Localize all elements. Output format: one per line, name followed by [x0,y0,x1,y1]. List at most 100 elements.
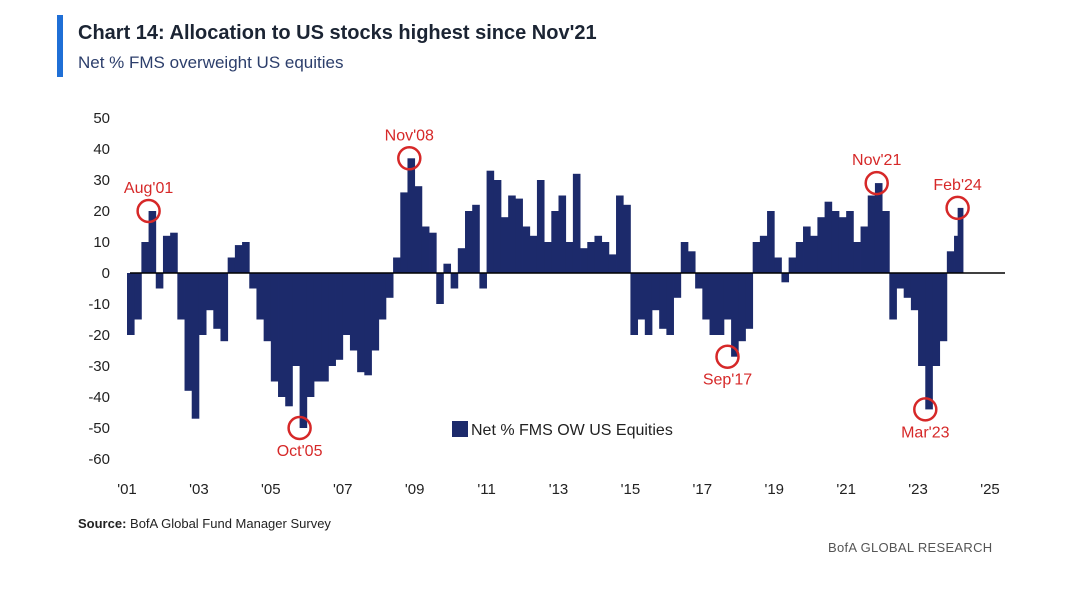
y-tick-label: 50 [93,110,110,127]
y-tick-label: -20 [88,327,110,344]
bar [932,273,941,366]
brand-label: BofA GLOBAL RESEARCH [828,540,993,555]
bar [651,273,660,311]
bar [853,242,861,273]
bar [162,235,171,273]
bar [191,273,200,419]
bar [321,273,329,382]
bar [270,273,279,382]
annotation-circle [136,198,161,224]
bar [242,242,250,273]
annotation-label: Nov'08 [385,127,434,144]
bar [141,242,149,273]
chart-subtitle: Net % FMS overweight US equities [78,53,344,72]
x-tick-label: '11 [477,481,495,498]
bar [623,204,631,273]
bar [342,273,351,335]
bar [817,217,825,273]
source-note: Source: BofA Global Fund Manager Survey [78,516,331,531]
bar [608,254,617,273]
bar [328,273,336,366]
bar [306,273,315,397]
bar [127,273,135,335]
bar [957,207,964,273]
bar [946,251,955,273]
bar [838,217,847,273]
annotation-label: Oct'05 [277,443,323,460]
x-tick-label: '21 [836,481,856,498]
annotation-circle [864,170,889,196]
bar [349,273,358,351]
annotation-label: Sep'17 [703,372,752,389]
annotation-circle [287,415,312,441]
bar [752,242,761,273]
x-tick-label: '05 [261,481,281,498]
bar [400,192,408,273]
bar [601,242,610,273]
bar [177,273,185,320]
bar [659,273,667,329]
bar [680,242,689,273]
bar [867,195,876,273]
bar [285,273,293,407]
x-tick-label: '09 [405,481,425,498]
bar [889,273,897,320]
bar [536,180,545,273]
bar [723,273,732,320]
bar [364,273,372,376]
bar [824,201,833,273]
bar [371,273,380,351]
y-tick-label: 30 [93,172,110,189]
bar [436,273,444,304]
source-label: Source: [78,516,127,531]
bar [443,263,452,273]
y-tick-label: -50 [88,420,110,437]
y-tick-label: 20 [93,203,110,220]
annotation-circle [913,397,938,422]
bar [249,273,257,289]
bar [939,273,948,342]
annotations: Aug'01 Oct'05 Nov'08 Sep'17 Nov'21 Mar'23 Feb'… [124,127,982,460]
bar [860,226,869,273]
bar [745,273,754,329]
bar [594,235,603,273]
bar [925,273,933,410]
bar [774,257,782,273]
bar [731,273,739,357]
bar [544,242,552,273]
bar [558,195,567,273]
source-text: BofA Global Fund Manager Survey [130,516,331,531]
bar [551,211,559,273]
bar [421,226,430,273]
bar [313,273,322,382]
bar [522,226,531,273]
bar [234,245,243,273]
y-tick-label: -40 [88,389,110,406]
bar [206,273,214,311]
y-tick-label: 40 [93,141,110,158]
bar [486,170,495,273]
legend-swatch [452,421,468,437]
x-tick-label: '23 [908,481,928,498]
annotation-circle [397,146,422,171]
bar [831,211,840,273]
bar [903,273,912,298]
bar [335,273,344,360]
bar [134,273,142,320]
bar [278,273,286,397]
y-tick-label: 0 [102,265,110,282]
bar [479,273,487,289]
bar [227,257,236,273]
y-tick-label: -30 [88,358,110,375]
bar [220,273,229,342]
bar-series [127,158,964,428]
bar [788,257,797,273]
bar [666,273,674,335]
y-tick-label: -10 [88,296,110,313]
bar [385,273,394,298]
bar [407,158,416,273]
title-accent-bar [57,15,63,77]
bar [673,273,682,298]
bar [795,242,804,273]
